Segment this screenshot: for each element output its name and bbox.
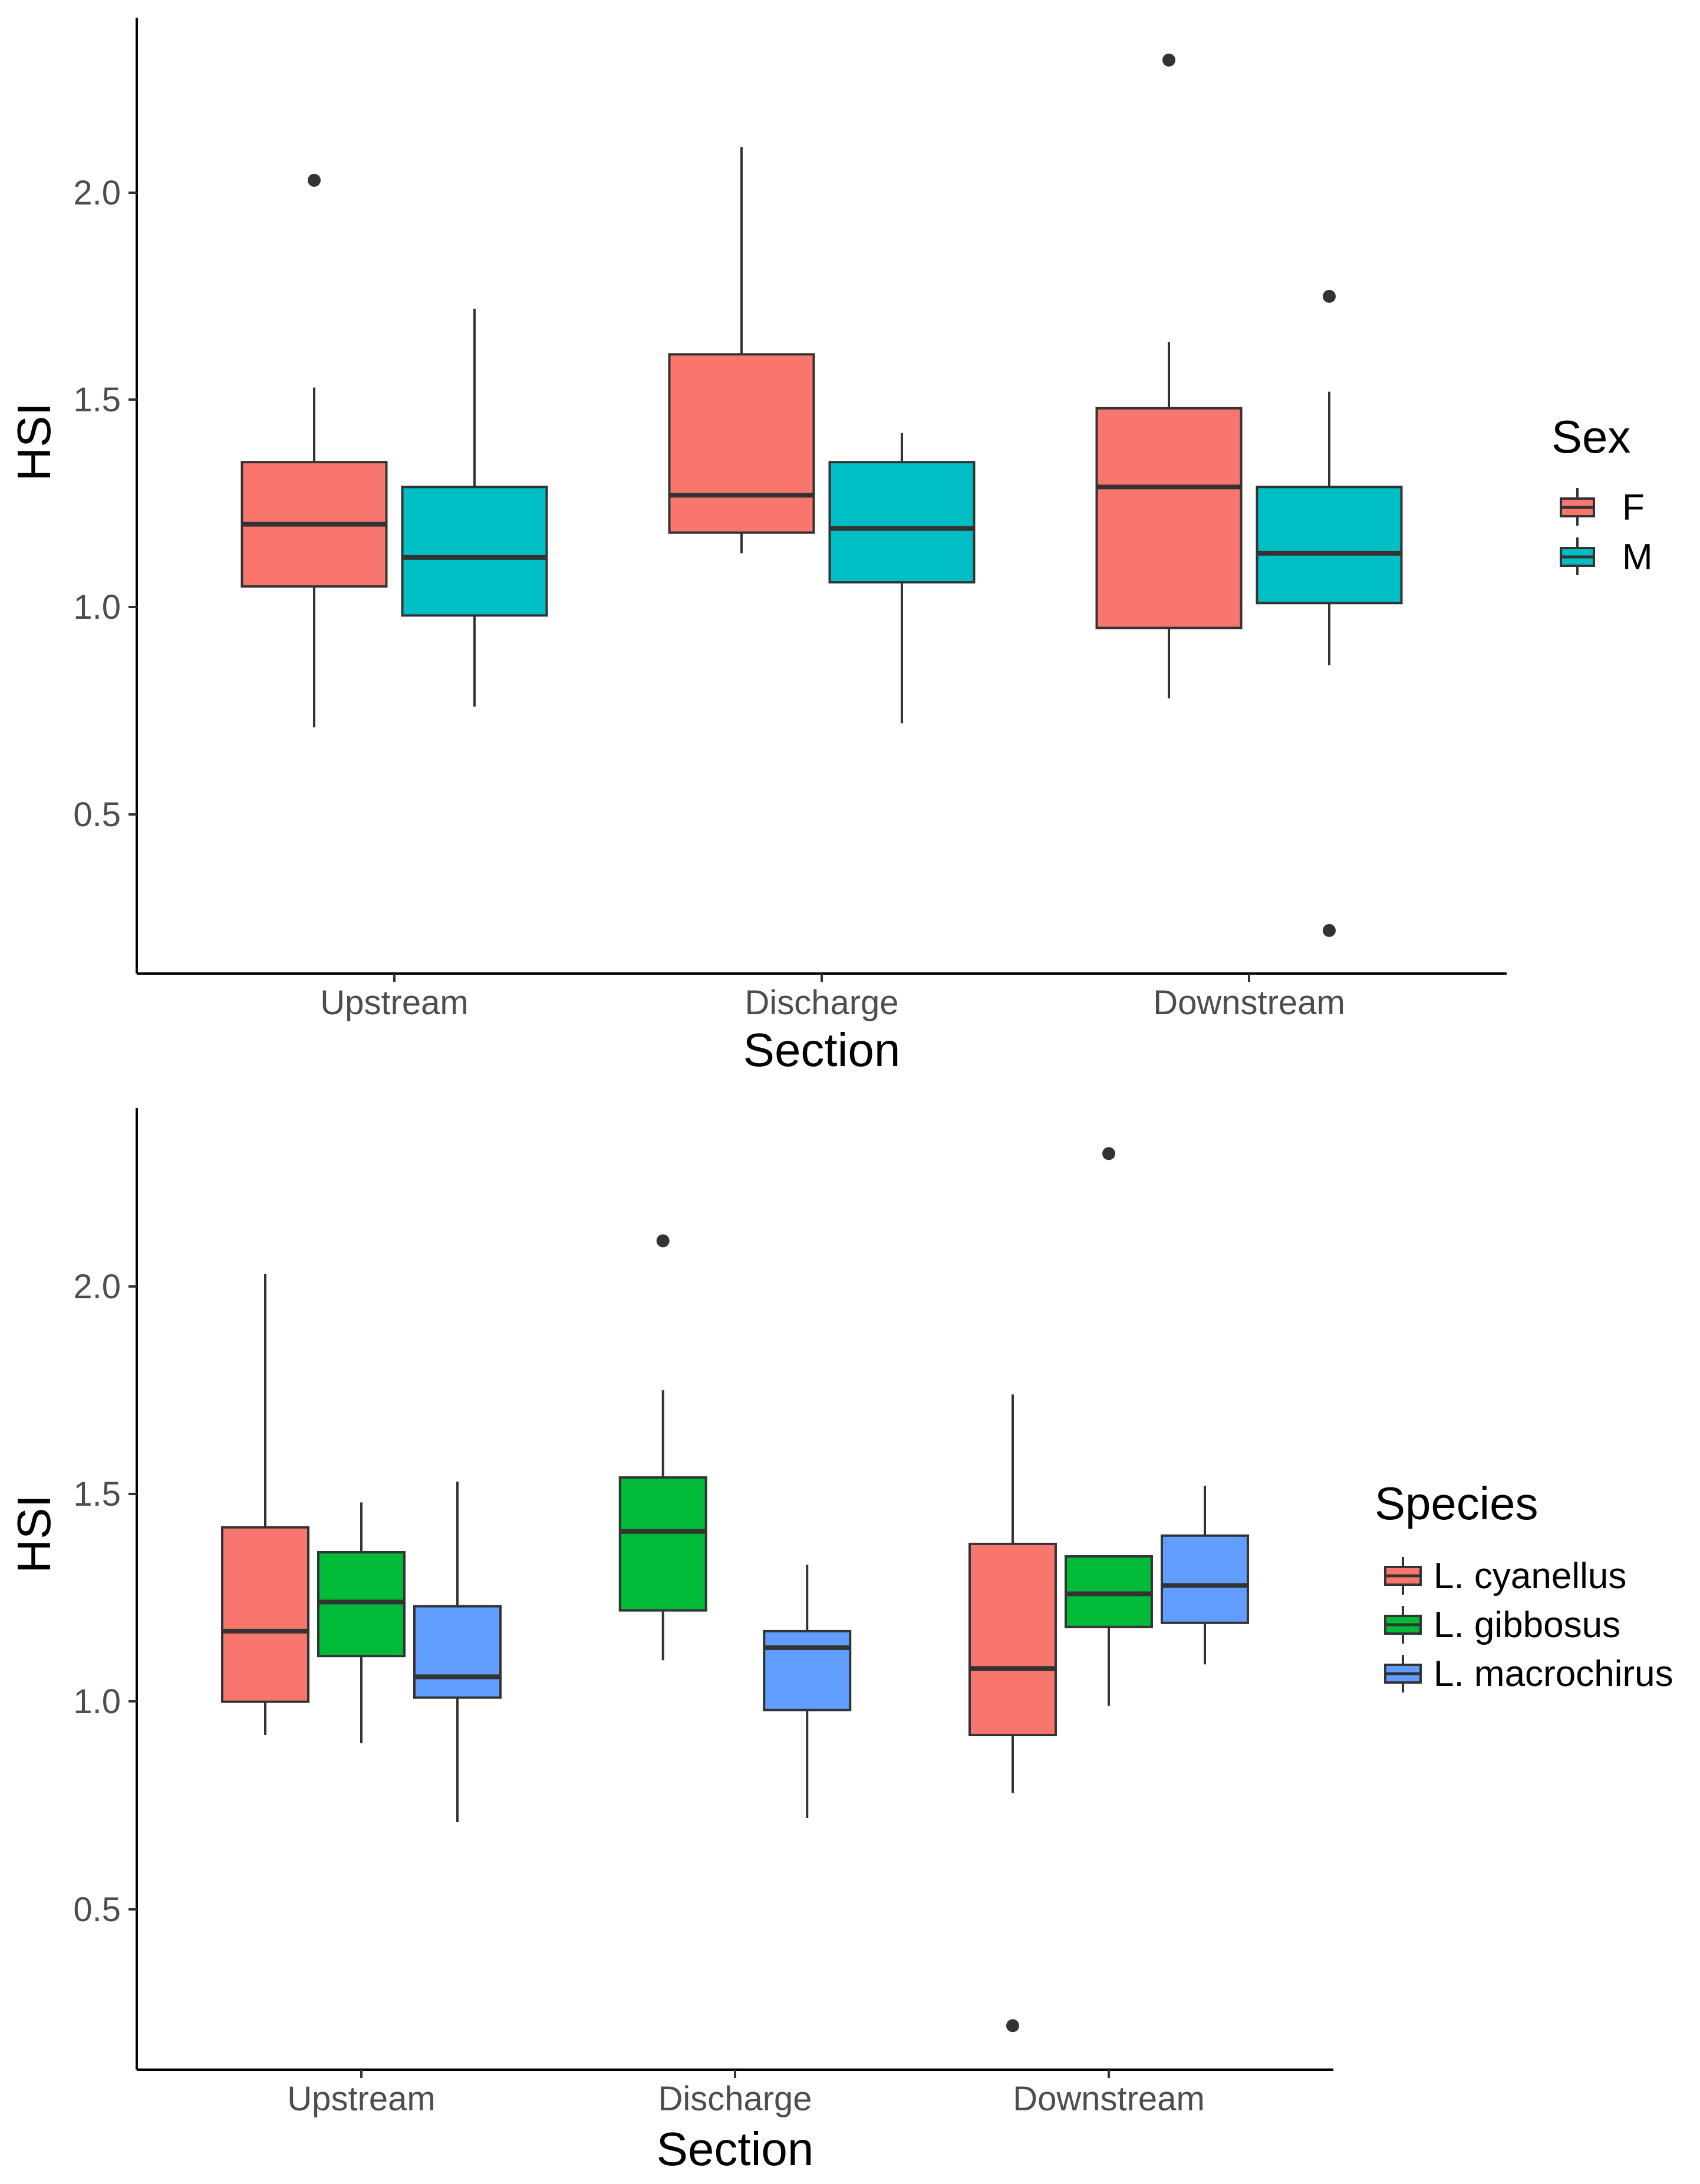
x-tick-label: Downstream: [1013, 2080, 1205, 2118]
box-m-upstream: [401, 308, 548, 707]
box-m-discharge: [828, 433, 976, 724]
iqr-box: [618, 1476, 707, 1612]
legend-species: Species L. cyanellus L. gibbosus L. macr…: [1375, 1477, 1673, 1694]
legend-label: L. cyanellus: [1434, 1556, 1626, 1596]
box-f-upstream: [240, 173, 388, 728]
box-l-macrochirus-downstream: [1161, 1486, 1249, 1665]
plot-area-species: [221, 1147, 1249, 2033]
iqr-box: [401, 486, 548, 617]
y-tick-label: 1.5: [73, 1475, 121, 1513]
iqr-box: [1095, 407, 1243, 629]
y-ticks: 0.5 1.0 1.5 2.0: [73, 174, 137, 834]
x-tick-label: Upstream: [320, 984, 468, 1022]
outlier-point: [1323, 923, 1336, 937]
legend-key-f: F: [1560, 487, 1645, 528]
legend-label: M: [1622, 537, 1653, 578]
x-tick-label: Downstream: [1153, 984, 1345, 1022]
box-l-macrochirus-upstream: [413, 1482, 502, 1823]
iqr-box: [828, 461, 976, 584]
y-tick-label: 1.0: [73, 588, 121, 626]
y-axis-title: HSI: [8, 403, 60, 481]
box-f-discharge: [668, 147, 815, 553]
legend-sex: Sex F M: [1551, 411, 1653, 578]
outlier-point: [1006, 2019, 1019, 2033]
box-f-downstream: [1095, 53, 1243, 699]
outlier-point: [1162, 53, 1175, 67]
iqr-box: [1161, 1534, 1249, 1624]
y-axis-title: HSI: [8, 1495, 60, 1573]
legend-key-l-macrochirus: L. macrochirus: [1384, 1654, 1673, 1694]
legend-label: L. macrochirus: [1434, 1654, 1673, 1694]
plot-area-sex: [240, 53, 1403, 937]
legend-title: Species: [1375, 1477, 1538, 1529]
outlier-point: [1102, 1147, 1115, 1160]
x-tick-label: Discharge: [744, 984, 898, 1022]
legend-label: F: [1622, 487, 1645, 528]
box-l-cyanellus-upstream: [221, 1274, 309, 1736]
iqr-box: [763, 1629, 852, 1711]
iqr-box: [413, 1605, 502, 1699]
iqr-box: [668, 353, 815, 534]
y-tick-label: 2.0: [73, 174, 121, 212]
panel-species: 0.5 1.0 1.5 2.0 Upstream Discharge Downs…: [8, 1108, 1673, 2175]
y-tick-label: 0.5: [73, 1891, 121, 1929]
iqr-box: [221, 1526, 309, 1703]
box-l-gibbosus-discharge: [618, 1234, 707, 1661]
x-tick-label: Upstream: [287, 2080, 435, 2118]
y-tick-label: 2.0: [73, 1268, 121, 1306]
panel-sex: 0.5 1.0 1.5 2.0 Upstream Discharge Downs…: [8, 18, 1653, 1076]
x-tick-label: Discharge: [658, 2080, 812, 2118]
box-l-cyanellus-downstream: [968, 1394, 1057, 2033]
legend-key-l-cyanellus: L. cyanellus: [1384, 1556, 1626, 1596]
x-axis-title: Section: [743, 1024, 901, 1076]
y-tick-label: 0.5: [73, 796, 121, 834]
outlier-point: [656, 1234, 670, 1248]
outlier-point: [308, 173, 321, 187]
x-ticks: Upstream Discharge Downstream: [320, 974, 1345, 1022]
y-tick-label: 1.0: [73, 1682, 121, 1721]
legend-label: L. gibbosus: [1434, 1605, 1620, 1645]
box-l-gibbosus-downstream: [1065, 1147, 1153, 1706]
box-m-downstream: [1256, 289, 1403, 937]
y-tick-label: 1.5: [73, 381, 121, 419]
box-l-gibbosus-upstream: [317, 1502, 406, 1744]
iqr-box: [968, 1542, 1057, 1737]
legend-title: Sex: [1551, 411, 1630, 463]
y-ticks: 0.5 1.0 1.5 2.0: [73, 1268, 137, 1929]
x-axis-title: Section: [657, 2123, 814, 2175]
legend-key-l-gibbosus: L. gibbosus: [1384, 1605, 1620, 1645]
x-ticks: Upstream Discharge Downstream: [287, 2070, 1205, 2118]
iqr-box: [1256, 486, 1403, 605]
legend-key-m: M: [1560, 537, 1653, 578]
outlier-point: [1323, 289, 1336, 303]
box-l-macrochirus-discharge: [763, 1565, 852, 1818]
